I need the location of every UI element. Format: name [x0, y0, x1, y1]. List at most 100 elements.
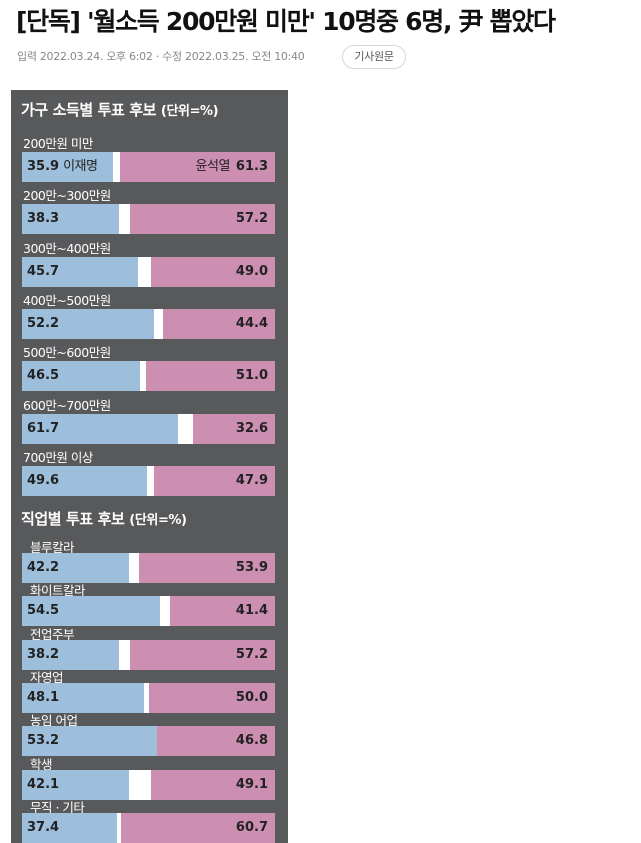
- lee-value-number: 38.2: [27, 646, 60, 662]
- chart-unit: (단위=%): [160, 104, 219, 119]
- category-label: 무직 · 기타: [30, 799, 85, 815]
- vote-bar: 35.9 이재명 윤석열 61.3: [22, 152, 275, 182]
- vote-bar: 42.1 49.1: [22, 769, 275, 800]
- yoon-value-number: 57.2: [235, 646, 268, 662]
- yoon-value: 32.6: [236, 414, 268, 444]
- yoon-segment: [138, 553, 275, 583]
- chart-unit: (단위=%): [129, 513, 187, 528]
- lee-segment: [22, 204, 119, 235]
- yoon-value-number: 46.8: [235, 733, 268, 749]
- category-label: 500만~600만원: [23, 345, 111, 361]
- vote-bar: 38.3 57.2: [22, 204, 275, 235]
- yoon-value-number: 50.0: [235, 689, 268, 705]
- yoon-segment: [156, 726, 275, 757]
- chart-title-text: 가구 소득별 투표 후보: [21, 101, 157, 119]
- lee-segment: [22, 682, 144, 713]
- lee-value: 46.5: [27, 361, 59, 391]
- yoon-value: 49.0: [236, 257, 268, 287]
- vote-bar: 45.7 49.0: [22, 256, 275, 287]
- lee-value: 45.7: [27, 257, 59, 287]
- yoon-value-number: 60.7: [235, 819, 268, 835]
- yoon-value-number: 47.9: [235, 472, 268, 488]
- lee-value-number: 48.1: [27, 689, 60, 705]
- yoon-value-number: 61.3: [235, 159, 268, 174]
- category-label: 300만~400만원: [23, 240, 111, 256]
- vote-bar: 61.7 32.6: [22, 413, 275, 444]
- category-label: 200만원 미만: [23, 136, 93, 151]
- lee-segment: [22, 596, 160, 627]
- income-chart-title: 가구 소득별 투표 후보 (단위=%): [21, 99, 219, 120]
- category-label: 200만~300만원: [23, 188, 111, 204]
- yoon-value-number: 57.2: [235, 211, 268, 227]
- lee-value-number: 35.9: [27, 159, 60, 174]
- lee-value: 37.4: [27, 813, 59, 843]
- yoon-value: 47.9: [236, 466, 268, 496]
- lee-value: 38.3: [27, 204, 59, 234]
- yoon-value-number: 51.0: [235, 368, 268, 384]
- yoon-value: 50.0: [236, 683, 268, 713]
- lee-value: 53.2: [27, 726, 59, 756]
- yoon-value-number: 49.1: [235, 776, 268, 792]
- category-label: 400만~500만원: [23, 292, 111, 308]
- lee-value-number: 45.7: [27, 263, 60, 279]
- yoon-segment: [121, 812, 275, 843]
- lee-segment: [22, 413, 179, 444]
- yoon-segment: [150, 769, 275, 800]
- original-article-button[interactable]: 기사원문: [342, 45, 406, 69]
- lee-value-number: 38.3: [27, 211, 60, 227]
- lee-value-number: 49.6: [27, 472, 60, 488]
- lee-segment: [22, 361, 140, 392]
- yoon-candidate-label: 윤석열: [195, 159, 231, 174]
- modify-label: 수정: [162, 50, 182, 63]
- lee-segment: [22, 553, 129, 583]
- article-headline: [단독] '월소득 200만원 미만' 10명중 6명, 尹 뽑았다: [16, 7, 556, 36]
- yoon-value: 41.4: [236, 596, 268, 626]
- job-chart-title: 직업별 투표 후보 (단위=%): [21, 508, 187, 529]
- lee-value: 52.2: [27, 309, 59, 339]
- yoon-value-number: 44.4: [235, 315, 268, 331]
- lee-value-number: 42.2: [27, 560, 60, 575]
- yoon-value: 윤석열 61.3: [196, 152, 268, 182]
- lee-value-number: 53.2: [27, 733, 60, 749]
- category-label: 화이트칼라: [30, 583, 86, 599]
- yoon-value: 60.7: [236, 813, 268, 843]
- lee-value: 61.7: [27, 414, 59, 444]
- yoon-segment: [151, 256, 275, 287]
- yoon-segment: [148, 682, 275, 713]
- lee-segment: [22, 769, 129, 800]
- lee-segment: [22, 812, 117, 843]
- lee-value-number: 37.4: [27, 819, 60, 835]
- yoon-value-number: 49.0: [235, 263, 268, 279]
- lee-value: 48.1: [27, 683, 59, 713]
- vote-bar: 53.2 46.8: [22, 726, 275, 757]
- vote-bar: 49.6 47.9: [22, 465, 275, 496]
- yoon-segment: [162, 308, 275, 339]
- lee-segment: [22, 256, 138, 287]
- lee-value-number: 42.1: [27, 776, 60, 792]
- lee-value-number: 52.2: [27, 315, 60, 331]
- lee-value: 38.2: [27, 640, 59, 670]
- yoon-segment: [192, 413, 275, 444]
- yoon-value: 57.2: [236, 640, 268, 670]
- meta-separator: ·: [155, 50, 160, 63]
- lee-value-number: 46.5: [27, 368, 60, 384]
- vote-bar: 52.2 44.4: [22, 308, 275, 339]
- category-label: 농임 어업: [30, 713, 78, 729]
- lee-value: 54.5: [27, 596, 59, 626]
- lee-candidate-label: 이재명: [63, 159, 98, 174]
- input-label: 입력: [17, 50, 37, 63]
- yoon-value: 44.4: [236, 309, 268, 339]
- vote-bar: 54.5 41.4: [22, 596, 275, 627]
- chart-title-text: 직업별 투표 후보: [21, 510, 125, 528]
- article-meta: 입력 2022.03.24. 오후 6:02 · 수정 2022.03.25. …: [17, 48, 305, 64]
- modify-date: 2022.03.25. 오전 10:40: [185, 50, 305, 63]
- yoon-value: 46.8: [236, 726, 268, 756]
- vote-bar: 37.4 60.7: [22, 812, 275, 843]
- yoon-segment: [130, 639, 275, 670]
- lee-segment: [22, 726, 157, 757]
- yoon-value: 49.1: [236, 770, 268, 800]
- category-label: 700만원 이상: [23, 449, 93, 465]
- category-label: 학생: [30, 756, 53, 772]
- lee-segment: [22, 639, 119, 670]
- vote-bar: 38.2 57.2: [22, 639, 275, 670]
